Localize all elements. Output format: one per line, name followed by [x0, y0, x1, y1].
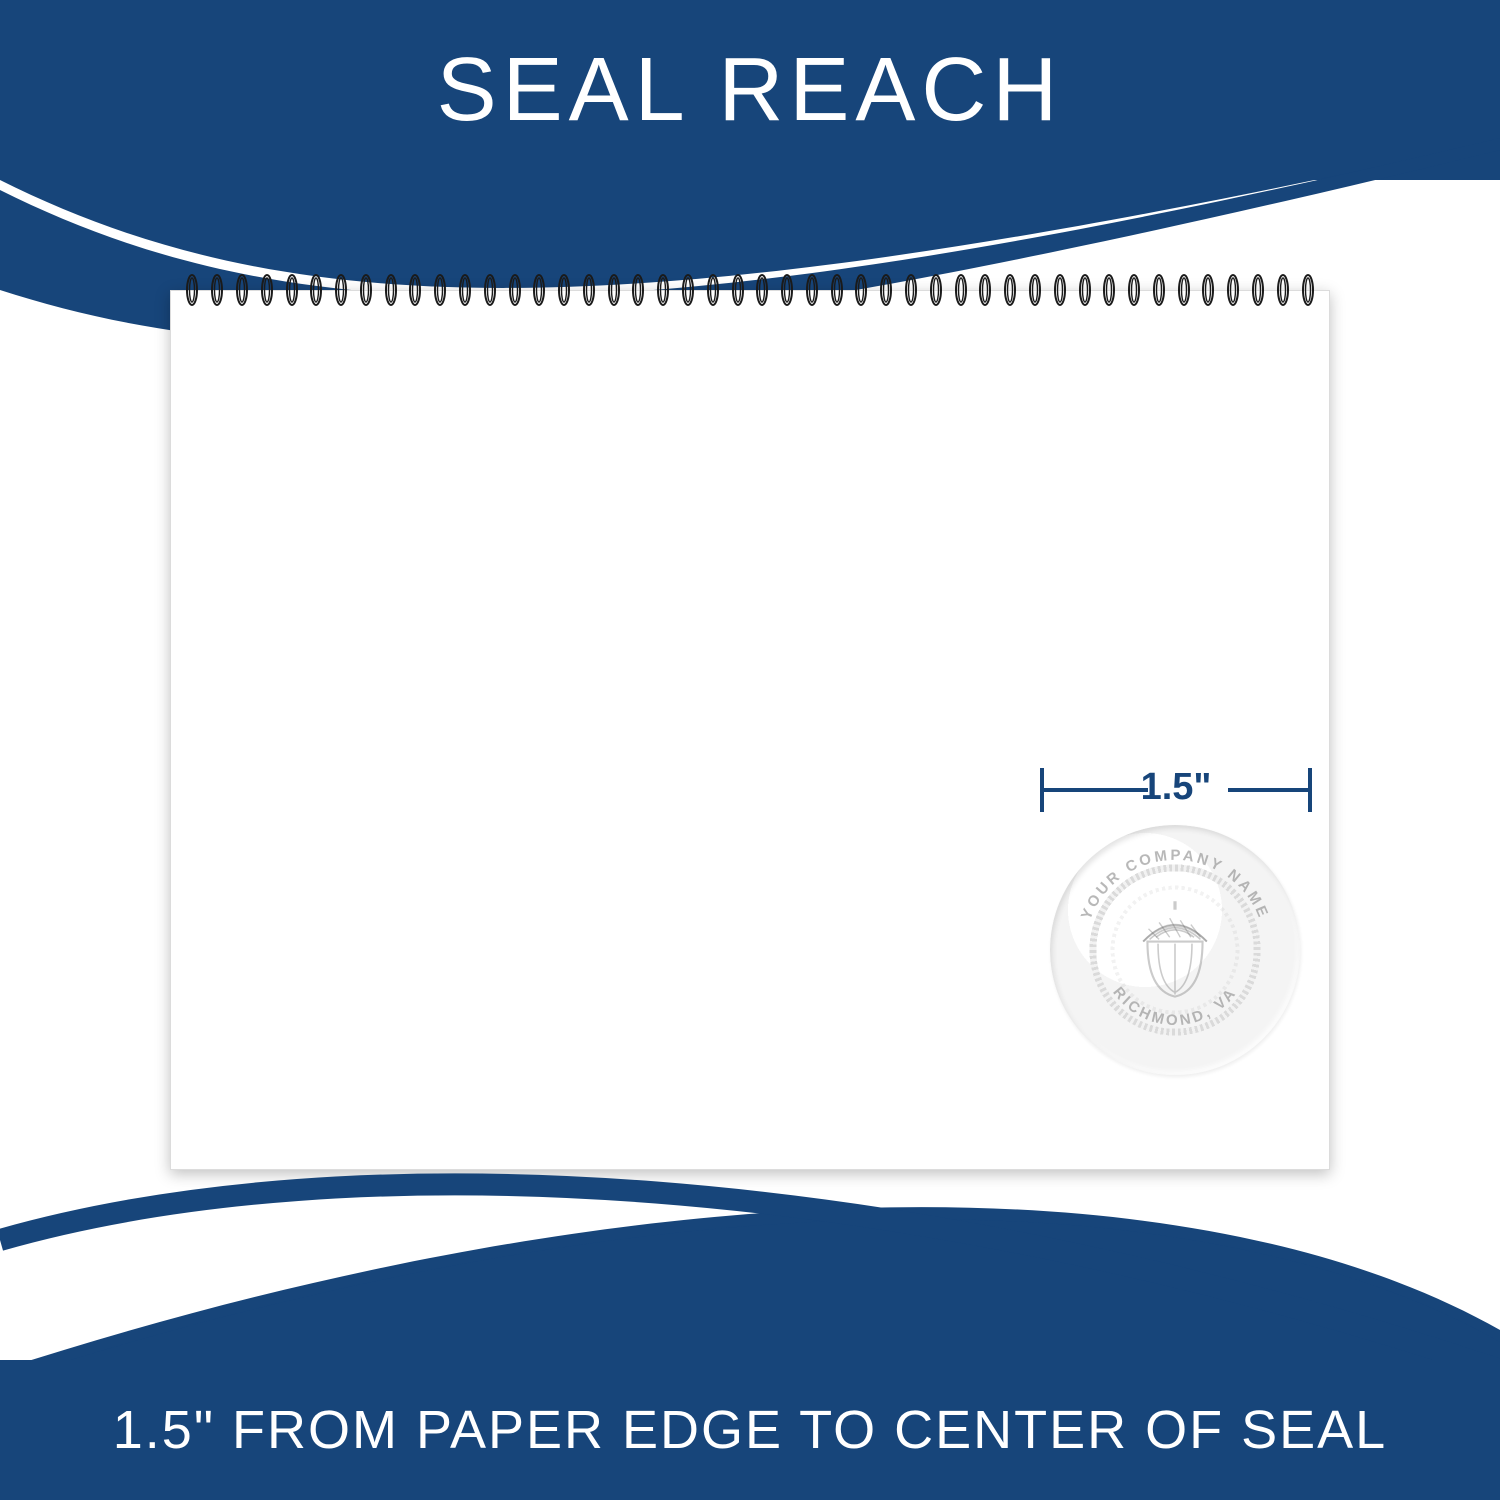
spiral-coil — [359, 272, 373, 308]
spiral-coil — [1003, 272, 1017, 308]
spiral-coil — [309, 272, 323, 308]
spiral-coil — [904, 272, 918, 308]
spiral-coil — [483, 272, 497, 308]
spiral-coil — [433, 272, 447, 308]
spiral-coil — [235, 272, 249, 308]
spiral-coil — [1201, 272, 1215, 308]
spiral-coil — [557, 272, 571, 308]
spiral-coil — [1226, 272, 1240, 308]
spiral-coil — [805, 272, 819, 308]
spiral-coil — [854, 272, 868, 308]
spiral-coil — [706, 272, 720, 308]
header-banner: SEAL REACH — [0, 0, 1500, 180]
spiral-coil — [185, 272, 199, 308]
spiral-coil — [1127, 272, 1141, 308]
spiral-coil — [408, 272, 422, 308]
embossed-seal: YOUR COMPANY NAME RICHMOND, VA — [1050, 825, 1300, 1075]
spiral-coil — [285, 272, 299, 308]
spiral-coil — [631, 272, 645, 308]
spiral-coil — [582, 272, 596, 308]
spiral-coil — [755, 272, 769, 308]
page-title: SEAL REACH — [437, 39, 1064, 142]
spiral-coil — [1251, 272, 1265, 308]
spiral-coil — [731, 272, 745, 308]
spiral-coil — [508, 272, 522, 308]
footer-banner: 1.5" FROM PAPER EDGE TO CENTER OF SEAL — [0, 1360, 1500, 1500]
spiral-coil — [879, 272, 893, 308]
spiral-binding — [180, 270, 1320, 310]
spiral-coil — [532, 272, 546, 308]
notebook-paper: 1.5" YOUR COMPANY NAME RICHMOND, VA — [170, 290, 1330, 1170]
spiral-coil — [656, 272, 670, 308]
measure-label: 1.5" — [1040, 766, 1312, 809]
spiral-coil — [1152, 272, 1166, 308]
spiral-coil — [1177, 272, 1191, 308]
spiral-coil — [830, 272, 844, 308]
spiral-coil — [780, 272, 794, 308]
spiral-coil — [1102, 272, 1116, 308]
spiral-coil — [384, 272, 398, 308]
spiral-coil — [1276, 272, 1290, 308]
reach-measurement: 1.5" — [1040, 760, 1312, 820]
spiral-coil — [260, 272, 274, 308]
acorn-icon — [1122, 897, 1228, 1003]
page-subtitle: 1.5" FROM PAPER EDGE TO CENTER OF SEAL — [113, 1399, 1387, 1461]
spiral-coil — [681, 272, 695, 308]
spiral-coil — [978, 272, 992, 308]
spiral-coil — [1301, 272, 1315, 308]
spiral-coil — [1028, 272, 1042, 308]
spiral-coil — [210, 272, 224, 308]
spiral-coil — [929, 272, 943, 308]
spiral-coil — [1078, 272, 1092, 308]
spiral-coil — [458, 272, 472, 308]
spiral-coil — [334, 272, 348, 308]
spiral-coil — [954, 272, 968, 308]
spiral-coil — [1053, 272, 1067, 308]
spiral-coil — [607, 272, 621, 308]
